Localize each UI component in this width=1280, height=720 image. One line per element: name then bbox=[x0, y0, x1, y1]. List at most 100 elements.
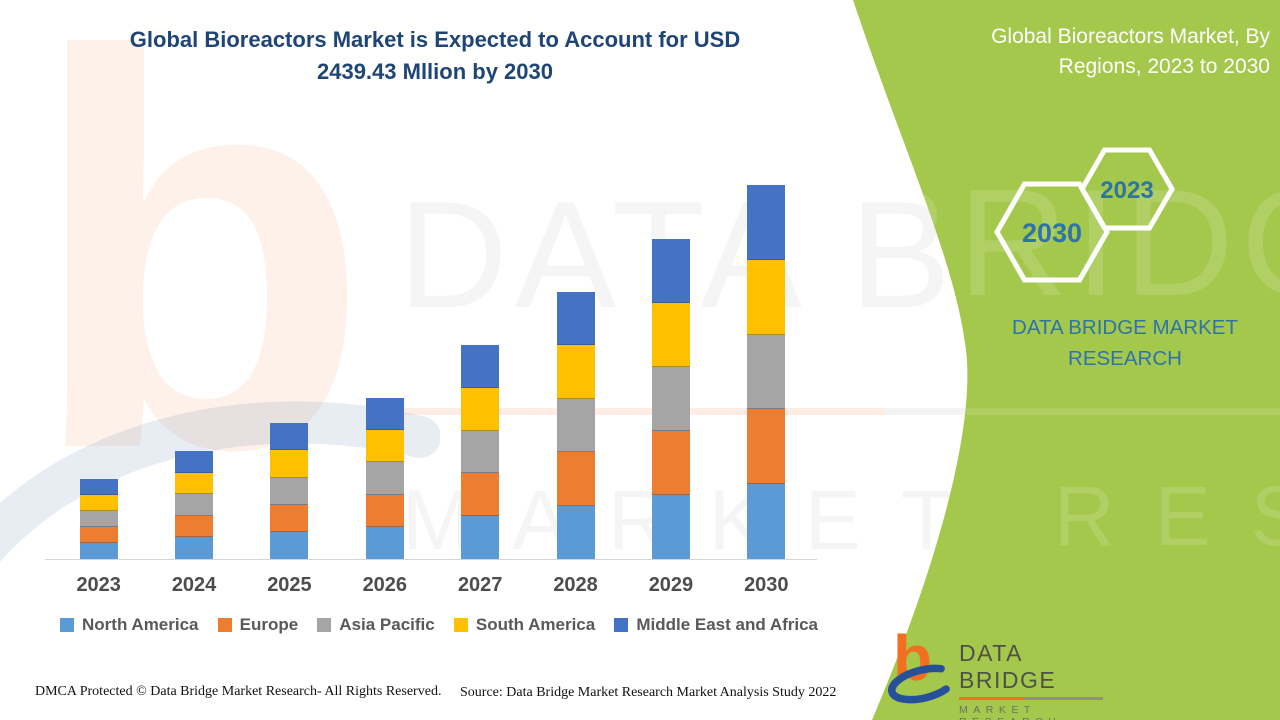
x-axis-label-2029: 2029 bbox=[648, 574, 694, 596]
segment-middle-east-and-africa-2028 bbox=[556, 291, 595, 346]
company-logo: b DATA BRIDGE MARKET RESEARCH bbox=[888, 626, 1113, 720]
logo-rule bbox=[959, 697, 1103, 700]
x-axis-label-2026: 2026 bbox=[362, 574, 408, 596]
segment-north-america-2025 bbox=[270, 531, 309, 559]
segment-south-america-2027 bbox=[461, 387, 500, 431]
stacked-bar-2030 bbox=[747, 185, 786, 559]
segment-south-america-2030 bbox=[747, 259, 786, 335]
segment-middle-east-and-africa-2027 bbox=[461, 344, 500, 388]
segment-middle-east-and-africa-2023 bbox=[79, 479, 118, 496]
segment-europe-2023 bbox=[79, 527, 118, 544]
segment-europe-2026 bbox=[365, 494, 404, 527]
segment-middle-east-and-africa-2026 bbox=[365, 398, 404, 431]
legend-item-middle-east-and-africa: Middle East and Africa bbox=[614, 615, 818, 635]
stacked-bar-2025 bbox=[270, 423, 309, 559]
segment-asia-pacific-2026 bbox=[365, 462, 404, 495]
logo-name: DATA BRIDGE bbox=[959, 640, 1057, 693]
segment-south-america-2025 bbox=[270, 450, 309, 478]
legend-label-middle-east-and-africa: Middle East and Africa bbox=[636, 615, 818, 634]
legend-swatch-north-america bbox=[60, 618, 74, 632]
stacked-bar-chart: 2023 2024 2025 2026 2027 2028 2029 2030 bbox=[51, 184, 814, 597]
segment-north-america-2024 bbox=[175, 537, 214, 559]
legend-label-south-america: South America bbox=[475, 615, 596, 634]
segment-asia-pacific-2023 bbox=[79, 511, 118, 528]
footer-bar: DMCA Protected © Data Bridge Market Rese… bbox=[0, 670, 860, 720]
segment-south-america-2029 bbox=[651, 303, 690, 368]
stacked-bar-2027 bbox=[461, 344, 500, 559]
segment-north-america-2029 bbox=[651, 495, 690, 559]
x-axis-line bbox=[45, 559, 817, 560]
bar-column-2023 bbox=[51, 184, 146, 559]
segment-asia-pacific-2024 bbox=[175, 494, 214, 516]
logo-swoosh-icon bbox=[888, 664, 958, 704]
segment-north-america-2023 bbox=[79, 543, 118, 559]
segment-middle-east-and-africa-2024 bbox=[175, 451, 214, 473]
segment-europe-2029 bbox=[651, 431, 690, 496]
brand-wordmark: DATA BRIDGE MARKET RESEARCH bbox=[1012, 316, 1238, 370]
legend-item-south-america: South America bbox=[453, 615, 596, 635]
year-hexagons: 2030 2023 bbox=[994, 147, 1175, 283]
legend-label-asia-pacific: Asia Pacific bbox=[339, 615, 435, 634]
segment-asia-pacific-2028 bbox=[556, 398, 595, 453]
stacked-bar-2029 bbox=[651, 239, 690, 559]
bar-column-2027 bbox=[433, 184, 528, 559]
segment-north-america-2027 bbox=[461, 516, 500, 559]
segment-south-america-2023 bbox=[79, 495, 118, 512]
chart-legend: North America Europe Asia Pacific South Ame… bbox=[60, 615, 818, 635]
segment-middle-east-and-africa-2029 bbox=[651, 239, 690, 304]
legend-swatch-south-america bbox=[453, 618, 468, 632]
segment-europe-2025 bbox=[270, 504, 309, 532]
segment-middle-east-and-africa-2030 bbox=[747, 185, 786, 260]
x-axis-labels: 2023 2024 2025 2026 2027 2028 2029 2030 bbox=[51, 574, 814, 597]
logo-subtitle: MARKET RESEARCH bbox=[959, 704, 1056, 720]
logo-texts: DATA BRIDGE MARKET RESEARCH bbox=[959, 640, 1113, 720]
bar-column-2024 bbox=[146, 184, 241, 559]
segment-south-america-2026 bbox=[365, 430, 404, 463]
legend-swatch-europe bbox=[217, 618, 232, 632]
bar-column-2029 bbox=[623, 184, 718, 559]
segment-asia-pacific-2029 bbox=[651, 367, 690, 432]
x-axis-label-2024: 2024 bbox=[171, 574, 217, 596]
segment-middle-east-and-africa-2025 bbox=[270, 423, 309, 451]
bar-column-2030 bbox=[719, 184, 814, 559]
hexagon-2023-label: 2023 bbox=[1100, 177, 1153, 204]
segment-north-america-2028 bbox=[556, 505, 595, 559]
legend-swatch-asia-pacific bbox=[317, 618, 332, 632]
segment-europe-2028 bbox=[556, 452, 595, 506]
chart-title: Global Bioreactors Market is Expected to… bbox=[129, 27, 741, 84]
bars-area bbox=[51, 184, 814, 559]
x-axis-label-2025: 2025 bbox=[267, 574, 312, 596]
segment-europe-2027 bbox=[461, 473, 500, 517]
side-panel-title: Global Bioreactors Market, By Regions, 2… bbox=[991, 25, 1270, 78]
x-axis-label-2027: 2027 bbox=[457, 574, 503, 596]
legend-label-north-america: North America bbox=[82, 615, 199, 634]
segment-europe-2024 bbox=[175, 515, 214, 538]
legend-label-europe: Europe bbox=[239, 615, 299, 634]
segment-south-america-2028 bbox=[556, 345, 595, 399]
segment-south-america-2024 bbox=[175, 472, 214, 495]
bar-column-2026 bbox=[337, 184, 432, 559]
bar-column-2028 bbox=[528, 184, 623, 559]
legend-swatch-middle-east-and-africa bbox=[614, 618, 629, 632]
x-axis-label-2030: 2030 bbox=[744, 574, 789, 596]
bar-column-2025 bbox=[242, 184, 337, 559]
segment-europe-2030 bbox=[747, 409, 786, 485]
legend-item-europe: Europe bbox=[217, 615, 299, 635]
segment-asia-pacific-2030 bbox=[747, 334, 786, 410]
hexagon-2030-label: 2030 bbox=[1022, 218, 1082, 248]
stacked-bar-2023 bbox=[79, 479, 118, 559]
x-axis-label-2028: 2028 bbox=[553, 574, 598, 596]
x-axis-label-2023: 2023 bbox=[76, 574, 121, 596]
legend-item-asia-pacific: Asia Pacific bbox=[317, 615, 435, 635]
stacked-bar-2024 bbox=[175, 451, 214, 559]
segment-asia-pacific-2025 bbox=[270, 477, 309, 505]
source-note: Source: Data Bridge Market Research Mark… bbox=[460, 685, 837, 700]
stacked-bar-2028 bbox=[556, 291, 595, 559]
segment-north-america-2030 bbox=[747, 484, 786, 559]
segment-north-america-2026 bbox=[365, 526, 404, 559]
legend-item-north-america: North America bbox=[60, 615, 199, 635]
segment-asia-pacific-2027 bbox=[461, 430, 500, 474]
stacked-bar-2026 bbox=[365, 398, 404, 559]
dmca-notice: DMCA Protected © Data Bridge Market Rese… bbox=[35, 684, 442, 699]
